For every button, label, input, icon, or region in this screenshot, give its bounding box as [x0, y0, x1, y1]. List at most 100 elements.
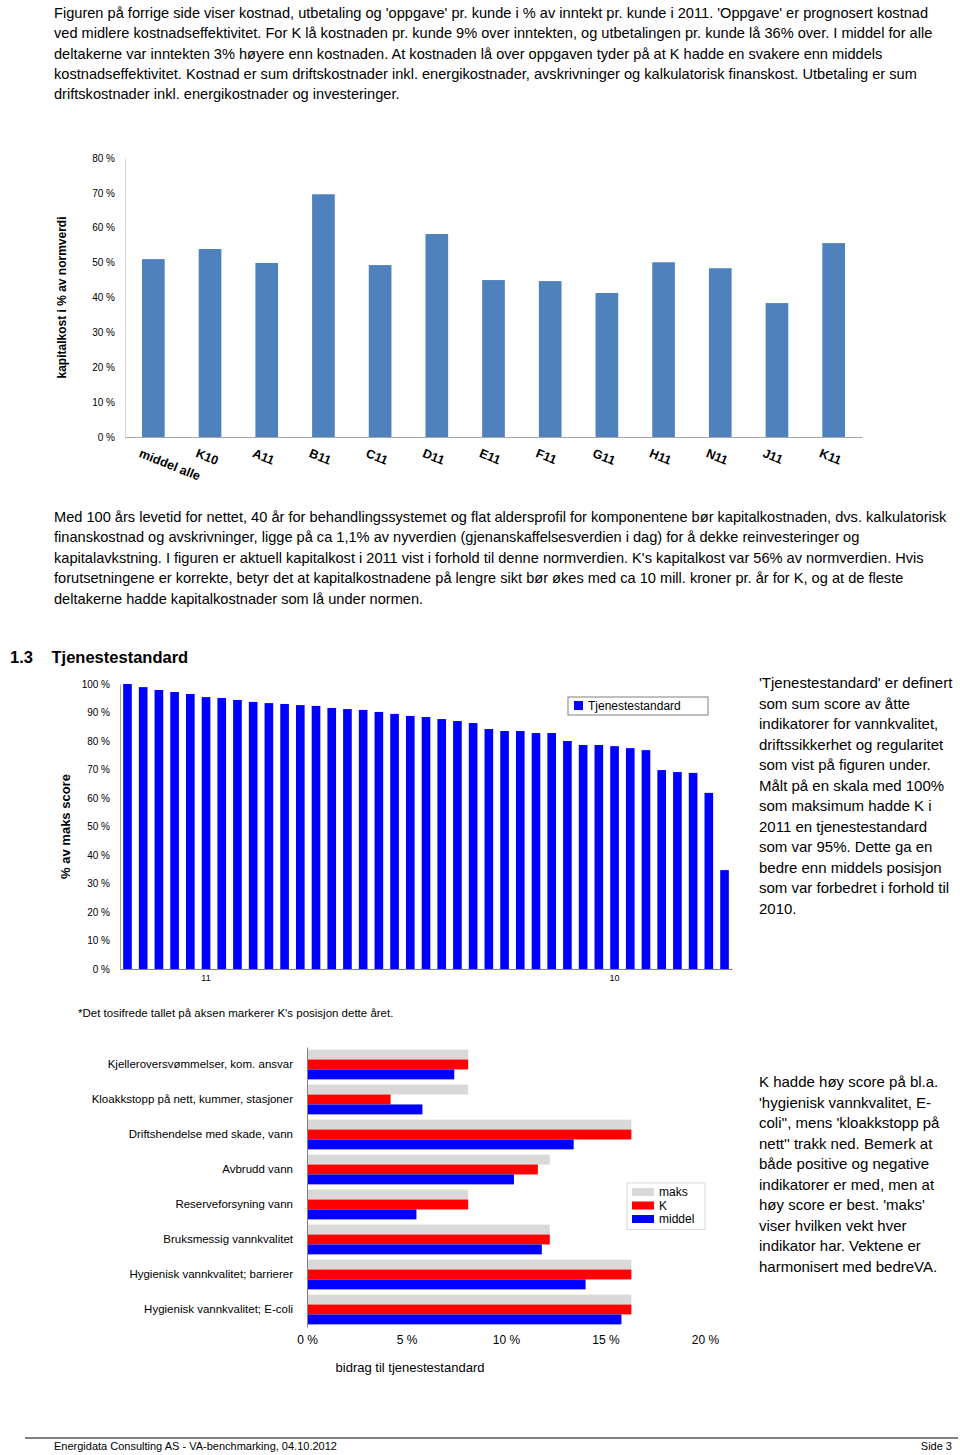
- tick-label: K10: [194, 446, 221, 468]
- page: 0 % 10 % 20 % 30 % 40 % 50 % 60 % 70 % 80 % midde…: [0, 0, 960, 1455]
- tick: 5 %: [397, 1327, 418, 1347]
- legend-swatch: [632, 1202, 654, 1210]
- tick-label: 0 %: [93, 964, 110, 975]
- bar: [155, 690, 164, 969]
- tick: 70 %: [87, 764, 120, 775]
- bar: [265, 703, 274, 969]
- tick-label: 40 %: [87, 850, 110, 861]
- legend-box: [568, 697, 708, 715]
- tick-label: C11: [364, 446, 390, 467]
- bar: [547, 733, 556, 969]
- bar: [657, 770, 666, 969]
- tick-label: E11: [477, 446, 502, 467]
- footnote: *Det tosifrede tallet på aksen markerer …: [78, 1006, 678, 1021]
- tick: 10: [610, 973, 620, 983]
- tick: 10 %: [92, 397, 125, 408]
- legend-label: middel: [659, 1212, 694, 1226]
- axis-line: [126, 437, 863, 438]
- tick-label: 0 %: [98, 432, 115, 443]
- section-heading: 1.3 Tjenestestandard: [10, 647, 410, 667]
- tick: 20 %: [692, 1327, 720, 1347]
- bar: [233, 700, 242, 969]
- bars: [307, 1050, 631, 1325]
- footer-left: Energidata Consulting AS - VA-benchmarki…: [54, 1440, 337, 1453]
- bar: [642, 750, 651, 969]
- tick: 15 %: [592, 1327, 620, 1347]
- y-axis-title: kapitalkost i % av normverdi: [55, 216, 69, 378]
- legend: Tjenestestandard: [568, 697, 708, 715]
- tick: Avbrudd vann: [222, 1163, 293, 1175]
- bar: [689, 773, 698, 969]
- bar: [312, 194, 335, 437]
- bar: [307, 1130, 631, 1140]
- tick: 80 %: [87, 736, 120, 747]
- footer-rule: [25, 1438, 958, 1439]
- bar: [532, 733, 541, 969]
- tick: D11: [421, 446, 447, 467]
- tick-label: J11: [761, 446, 785, 467]
- tick: 30 %: [87, 878, 120, 889]
- tick: 40 %: [92, 292, 125, 303]
- tick: 20 %: [92, 362, 125, 373]
- bar: [307, 1209, 416, 1219]
- legend-swatch: [632, 1215, 654, 1223]
- tick-label: Avbrudd vann: [222, 1163, 293, 1175]
- tick: K11: [817, 446, 843, 467]
- bar: [453, 721, 462, 969]
- tick: 10 %: [87, 935, 120, 946]
- legend-swatch: [632, 1188, 654, 1196]
- legend-label: Tjenestestandard: [588, 699, 681, 713]
- bar: [142, 259, 165, 437]
- bar: [123, 684, 132, 969]
- bar: [307, 1165, 538, 1175]
- bar: [516, 731, 525, 969]
- legend-label: maks: [659, 1185, 688, 1199]
- tick-label: 70 %: [92, 188, 115, 199]
- bar: [249, 702, 258, 969]
- bar: [822, 243, 845, 437]
- bars: [142, 194, 845, 437]
- bar: [437, 719, 446, 969]
- tick: K10: [194, 446, 221, 468]
- service-note: 'Tjenestestandard' er definert som sum s…: [759, 673, 959, 919]
- tick: H11: [647, 446, 673, 467]
- tick: N11: [704, 446, 730, 467]
- tick: Kloakkstopp på nett, kummer, stasjoner: [92, 1093, 294, 1105]
- tick-label: F11: [534, 446, 559, 467]
- tick: 0 %: [93, 964, 120, 975]
- tick: G11: [591, 446, 618, 468]
- bar: [307, 1295, 631, 1305]
- tick-label: N11: [704, 446, 730, 467]
- tick-label: 100 %: [82, 679, 110, 690]
- tick-label: 60 %: [87, 793, 110, 804]
- tick-label: 50 %: [92, 257, 115, 268]
- bar: [307, 1095, 391, 1105]
- bar: [720, 870, 729, 969]
- tick-label: 10 %: [87, 935, 110, 946]
- bar: [307, 1305, 631, 1315]
- legend-swatch: [574, 701, 583, 710]
- tick-label: H11: [647, 446, 673, 467]
- bar: [482, 280, 505, 437]
- bar: [327, 708, 336, 969]
- bar: [485, 729, 494, 969]
- bar: [626, 748, 635, 969]
- tick: 10 %: [493, 1327, 521, 1347]
- bar: [375, 712, 384, 969]
- bar: [469, 723, 478, 969]
- bar: [217, 698, 226, 969]
- bar: [359, 710, 368, 969]
- bars: [123, 684, 729, 969]
- bar: [139, 687, 148, 969]
- tick-label: D11: [421, 446, 447, 467]
- axis-line: [308, 1327, 706, 1328]
- bar: [170, 692, 179, 969]
- bar: [307, 1050, 468, 1060]
- bar: [307, 1104, 422, 1114]
- y-axis-title: % av maks score: [58, 774, 73, 879]
- legend-label: K: [659, 1199, 667, 1213]
- bar: [202, 697, 211, 969]
- service-standard-chart: 0 %10 %20 %30 %40 %50 %60 %70 %80 %90 %1…: [58, 679, 733, 984]
- tick: 60 %: [92, 222, 125, 233]
- tick-label: Hygienisk vannkvalitet; barrierer: [129, 1268, 293, 1280]
